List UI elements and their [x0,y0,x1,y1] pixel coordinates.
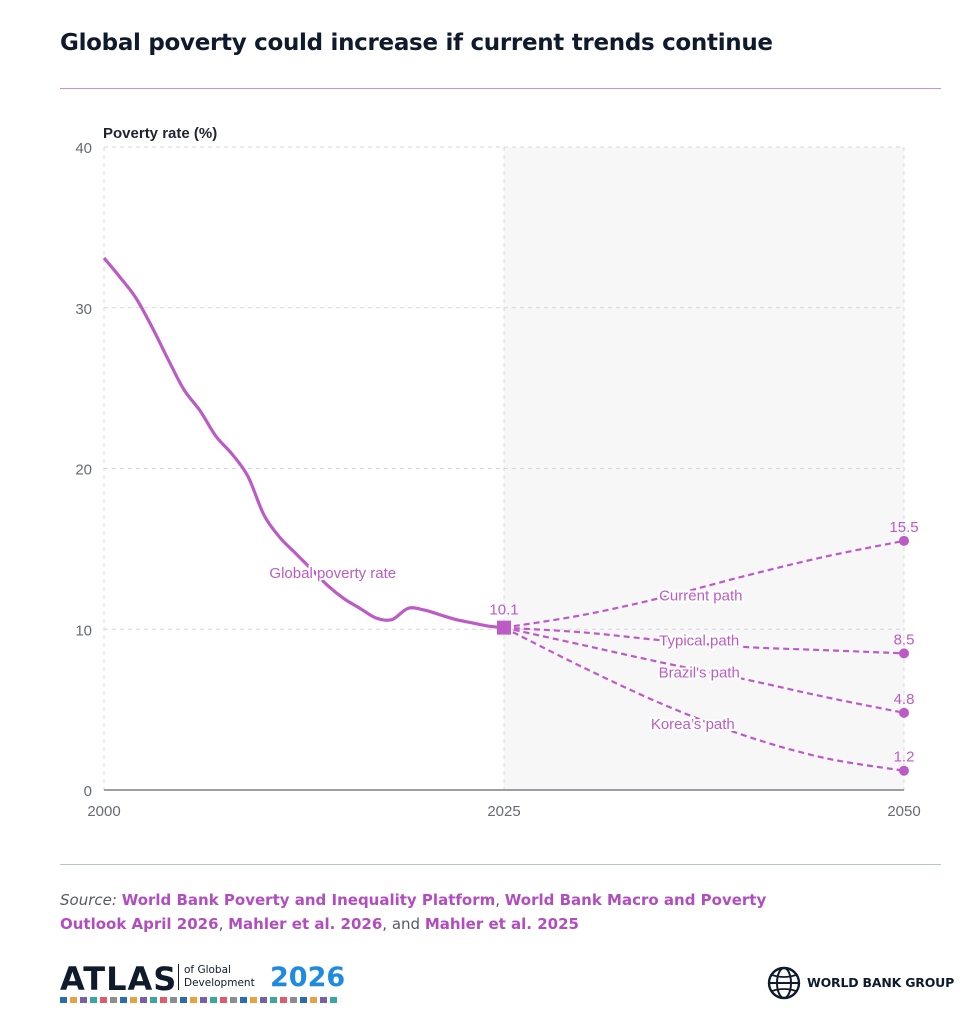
color-strip-block [140,997,147,1003]
color-strip-block [290,997,297,1003]
historical-end-label: 10.1 [489,602,518,619]
series-line [503,626,905,714]
chart-title: Global poverty could increase if current… [60,30,773,56]
color-strip-block [260,997,267,1003]
color-strip-block [210,997,217,1003]
series-end-marker [899,765,909,776]
atlas-subtitle: of Global Development [178,964,255,990]
source-sep: , [495,891,505,909]
series-end-label: 8.5 [894,631,915,648]
historical-line [102,256,505,630]
color-strip-block [100,997,107,1003]
color-strip-block [150,997,157,1003]
title-divider [60,88,941,89]
atlas-color-strip [60,997,337,1003]
source-sep: , and [382,915,425,933]
color-strip-block [270,997,277,1003]
poverty-chart: 0 10 20 30 40 2000 2025 2050 Poverty rate (%) 1… [75,125,920,820]
series-labels: 15.5 8.5 4.8 1.2 10.1 Global poverty rate Curr… [267,519,918,766]
color-strip-block [80,997,87,1003]
x-tick-label: 2025 [487,803,520,820]
source-link-mahler-2025[interactable]: Mahler et al. 2025 [424,915,579,933]
source-label: Source: [60,891,117,909]
globe-icon [767,966,801,1000]
x-tick-label: 2000 [87,803,120,820]
series-end-marker [899,707,909,718]
series-lines [102,256,909,776]
color-strip-block [250,997,257,1003]
atlas-year: 2026 [270,962,346,993]
historical-end-marker [497,620,511,635]
color-strip-block [160,997,167,1003]
series-line [503,539,905,629]
y-tick-label: 20 [75,462,92,479]
color-strip-block [310,997,317,1003]
world-bank-group-logo[interactable]: WORLD BANK GROUP [767,966,954,1000]
series-end-label: 15.5 [889,519,918,536]
y-tick-label: 0 [84,783,92,800]
source-note: Source: World Bank Poverty and Inequalit… [60,888,780,936]
series-line [503,626,905,772]
atlas-logo[interactable]: ATLAS of Global Development 2026 [60,960,360,1008]
color-strip-block [110,997,117,1003]
series-name-label: Korea’s path [651,716,735,733]
series-end-marker [899,648,909,659]
color-strip-block [60,997,67,1003]
source-divider [60,864,941,865]
color-strip-block [200,997,207,1003]
y-tick-label: 40 [75,140,92,157]
atlas-subtitle-line1: of Global [184,964,231,976]
color-strip-block [190,997,197,1003]
y-tick-label: 10 [75,622,92,639]
wbg-wordmark: WORLD BANK GROUP [807,975,955,990]
atlas-wordmark: ATLAS [60,960,178,998]
color-strip-block [130,997,137,1003]
series-name-label: Typical path [659,633,739,650]
color-strip-block [300,997,307,1003]
y-axis-label: Poverty rate (%) [103,125,217,142]
color-strip-block [120,997,127,1003]
series-name-label: Brazil's path [659,665,740,682]
series-name-label: Global poverty rate [269,565,396,582]
series-line [503,626,905,655]
x-tick-label: 2050 [887,803,920,820]
color-strip-block [240,997,247,1003]
color-strip-block [220,997,227,1003]
y-tick-label: 30 [75,301,92,318]
axes: 0 10 20 30 40 2000 2025 2050 [75,140,920,820]
color-strip-block [180,997,187,1003]
series-end-label: 1.2 [894,749,915,766]
color-strip-block [90,997,97,1003]
color-strip-block [230,997,237,1003]
color-strip-block [320,997,327,1003]
source-link-pip[interactable]: World Bank Poverty and Inequality Platfo… [121,891,496,909]
color-strip-block [280,997,287,1003]
source-sep: , [218,915,229,933]
series-name-label: Current path [659,587,742,604]
color-strip-block [330,997,337,1003]
source-link-mpo[interactable]: World Bank Macro and Poverty Outlook Apr… [60,891,767,933]
series-end-label: 4.8 [894,691,915,708]
atlas-subtitle-line2: Development [184,977,255,989]
color-strip-block [70,997,77,1003]
source-link-mahler-2026[interactable]: Mahler et al. 2026 [228,915,383,933]
series-end-marker [899,535,909,546]
color-strip-block [170,997,177,1003]
